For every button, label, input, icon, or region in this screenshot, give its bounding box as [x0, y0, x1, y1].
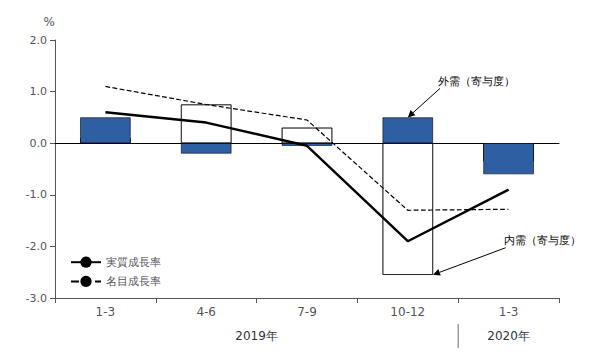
svg-text:名目成長率: 名目成長率: [106, 275, 161, 288]
svg-text:1.0: 1.0: [30, 85, 48, 98]
svg-text:2.0: 2.0: [30, 34, 48, 47]
svg-text:2020年: 2020年: [487, 329, 530, 343]
svg-text:1-3: 1-3: [96, 305, 116, 319]
svg-text:1-3: 1-3: [499, 305, 519, 319]
svg-text:-2.0: -2.0: [26, 240, 47, 253]
svg-text:10-12: 10-12: [390, 305, 425, 319]
svg-text:2019年: 2019年: [235, 329, 278, 343]
svg-text:実質成長率: 実質成長率: [106, 256, 161, 269]
svg-text:%: %: [44, 15, 55, 29]
svg-text:-1.0: -1.0: [26, 188, 47, 201]
svg-text:外需（寄与度）: 外需（寄与度）: [438, 75, 515, 88]
svg-text:4-6: 4-6: [196, 305, 216, 319]
svg-text:内需（寄与度）: 内需（寄与度）: [504, 234, 581, 247]
svg-text:7-9: 7-9: [297, 305, 317, 319]
svg-text:0.0: 0.0: [30, 137, 48, 150]
svg-text:-3.0: -3.0: [26, 292, 47, 305]
